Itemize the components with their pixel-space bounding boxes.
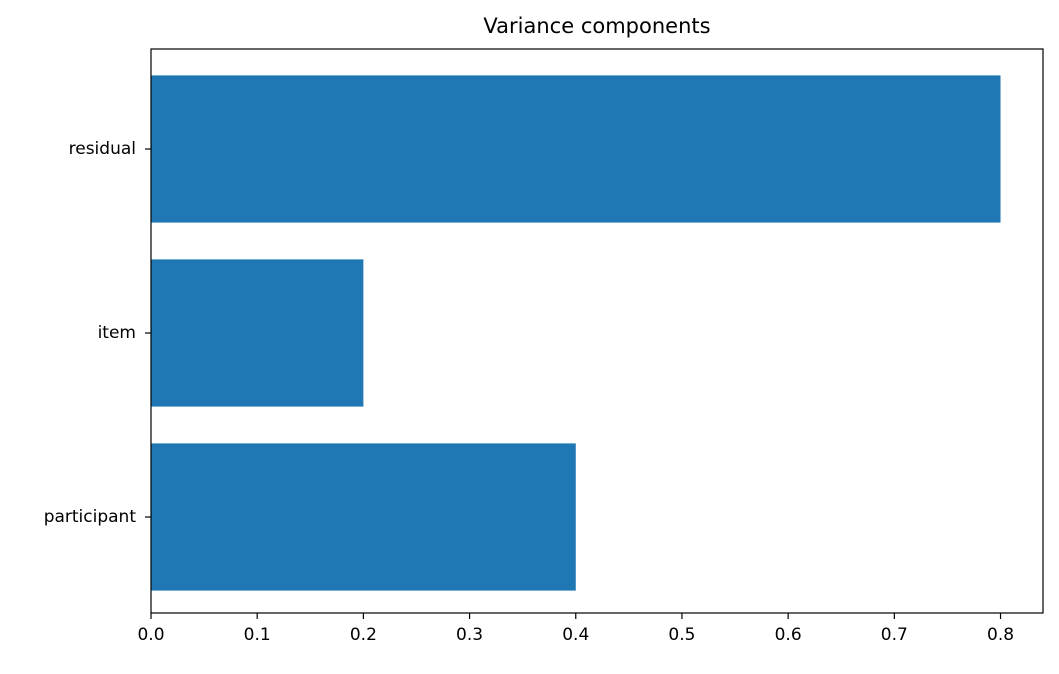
x-tick-label: 0.2 (350, 625, 377, 645)
x-tick-label: 0.6 (775, 625, 802, 645)
y-tick-label: item (98, 323, 136, 343)
x-tick-label: 0.5 (668, 625, 695, 645)
x-tick-label: 0.8 (987, 625, 1014, 645)
x-tick-label: 0.0 (137, 625, 164, 645)
bar (151, 259, 364, 407)
bar (151, 443, 576, 591)
plot-frame (150, 48, 1044, 614)
bar (151, 75, 1001, 223)
x-tick-label: 0.3 (456, 625, 483, 645)
y-tick-label: participant (44, 507, 137, 527)
chart-title: Variance components (483, 14, 710, 38)
x-tick-label: 0.1 (244, 625, 271, 645)
y-tick-label: residual (69, 139, 136, 159)
x-tick-label: 0.7 (881, 625, 908, 645)
x-tick-label: 0.4 (562, 625, 589, 645)
